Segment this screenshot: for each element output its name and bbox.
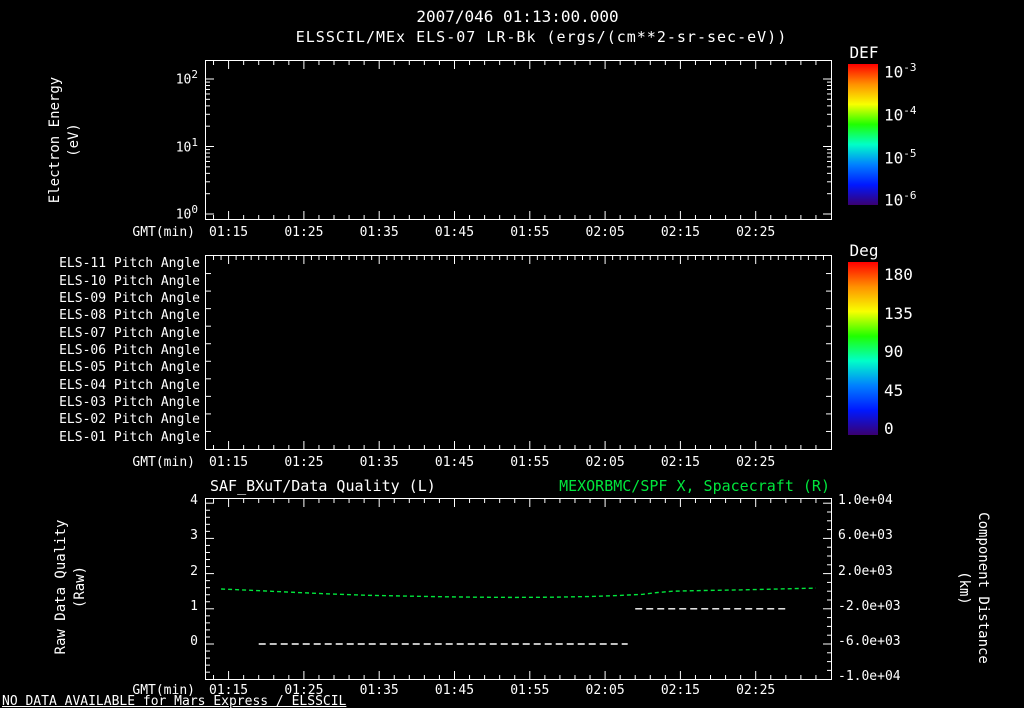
panel1-x-axis-label: GMT(min) (132, 225, 195, 240)
x-tick-label: 01:15 (209, 683, 249, 698)
panel1-y-axis-label-line1: Electron Energy (47, 76, 63, 204)
def-colorbar-tick-label: 10-6 (884, 189, 917, 210)
panel1-plot-canvas (206, 61, 831, 219)
panel3-left-title: SAF_BXuT/Data Quality (L) (210, 477, 436, 495)
deg-colorbar (848, 262, 878, 435)
x-tick-label: 01:25 (284, 683, 324, 698)
quality-tick-label: 1 (190, 598, 198, 614)
def-colorbar (848, 64, 878, 205)
panel3-plot-canvas (206, 499, 831, 679)
panel1-y-axis-label: Electron Energy (eV) (46, 40, 86, 240)
panel1-y-axis-label-line2: (eV) (65, 123, 82, 157)
x-tick-label: 01:15 (209, 455, 249, 470)
x-tick-label: 02:15 (660, 683, 700, 698)
panel3-left-axis-label-line1: Raw Data Quality (53, 519, 69, 655)
x-tick-label: 01:15 (209, 225, 249, 240)
x-tick-label: 01:35 (359, 455, 399, 470)
quality-tick-label: 3 (190, 528, 198, 544)
deg-colorbar-title: Deg (849, 241, 879, 260)
quality-tick-label: 0 (190, 634, 198, 649)
x-tick-label: 02:05 (585, 683, 625, 698)
pitch-angle-panel (205, 255, 832, 450)
x-tick-label: 02:15 (660, 225, 700, 240)
distance-tick-label: -6.0e+03 (838, 634, 901, 649)
x-tick-label: 01:35 (359, 225, 399, 240)
deg-colorbar-tick-label: 45 (884, 380, 904, 400)
panel2-x-axis-label: GMT(min) (132, 455, 195, 470)
def-colorbar-tick-label: 10-4 (884, 103, 917, 125)
panel3-right-axis-label: Component Distance (km) (952, 488, 992, 688)
panel3-right-axis-label-line1: Component Distance (975, 512, 991, 664)
x-tick-label: 02:15 (660, 455, 700, 470)
deg-colorbar-tick-label: 180 (884, 264, 913, 284)
x-tick-label: 01:45 (434, 455, 475, 470)
pitch-row-label: ELS-04 Pitch Angle (59, 377, 200, 393)
spacecraft-x-line (221, 587, 816, 599)
x-tick-label: 02:25 (736, 225, 776, 240)
pitch-row-label: ELS-02 Pitch Angle (59, 412, 200, 428)
no-data-notice: NO DATA AVAILABLE for Mars Express / ELS… (2, 694, 347, 708)
pitch-row-label: ELS-06 Pitch Angle (59, 343, 200, 358)
pitch-row-label: ELS-01 Pitch Angle (59, 429, 200, 445)
deg-colorbar-tick-label: 90 (884, 341, 904, 361)
x-tick-label: 02:05 (585, 455, 625, 470)
distance-tick-label: 6.0e+03 (838, 528, 893, 544)
x-tick-label: 01:45 (434, 225, 475, 240)
panel3-right-title: MEXORBMC/SPF X, Spacecraft (R) (559, 477, 830, 495)
plot-title: ELSSCIL/MEx ELS-07 LR-Bk (ergs/(cm**2-sr… (295, 28, 788, 46)
distance-tick-label: -2.0e+03 (838, 598, 901, 614)
panel2-plot-canvas (206, 256, 831, 449)
panel3-x-axis-label: GMT(min) (132, 683, 195, 698)
energy-tick-label: 101 (175, 135, 198, 155)
pitch-row-label: ELS-08 Pitch Angle (59, 308, 200, 324)
x-tick-label: 02:25 (736, 455, 776, 470)
energy-tick-label: 100 (175, 203, 198, 223)
energy-spectrogram-panel (205, 60, 832, 220)
panel3-left-axis-label: Raw Data Quality (Raw) (52, 487, 92, 687)
pitch-row-label: ELS-10 Pitch Angle (59, 273, 200, 289)
panel3-right-axis-label-line2: (km) (956, 571, 973, 605)
distance-tick-label: 2.0e+03 (838, 563, 893, 579)
pitch-row-label: ELS-11 Pitch Angle (59, 256, 200, 272)
def-colorbar-tick-label: 10-5 (884, 146, 917, 168)
quality-distance-panel (205, 498, 832, 680)
x-tick-label: 01:55 (510, 683, 550, 698)
x-tick-label: 01:55 (510, 225, 550, 240)
x-tick-label: 01:35 (359, 683, 399, 698)
distance-tick-label: -1.0e+04 (838, 669, 901, 685)
energy-tick-label: 102 (175, 68, 198, 88)
def-colorbar-title: DEF (849, 43, 879, 62)
x-tick-label: 01:55 (510, 455, 550, 470)
quality-tick-label: 2 (190, 563, 198, 579)
x-tick-label: 01:25 (284, 455, 324, 470)
panel3-left-axis-label-line2: (Raw) (71, 565, 88, 609)
x-tick-label: 02:05 (585, 225, 625, 240)
distance-tick-label: 1.0e+04 (838, 493, 893, 509)
pitch-row-label: ELS-07 Pitch Angle (59, 325, 200, 341)
pitch-row-label: ELS-05 Pitch Angle (59, 360, 200, 376)
plot-timestamp: 2007/046 01:13:00.000 (416, 7, 619, 26)
pitch-row-label: ELS-03 Pitch Angle (59, 395, 200, 411)
x-tick-label: 01:45 (434, 683, 475, 698)
x-tick-label: 01:25 (284, 225, 324, 240)
deg-colorbar-tick-label: 135 (884, 303, 913, 323)
pitch-row-label: ELS-09 Pitch Angle (59, 290, 200, 306)
deg-colorbar-tick-label: 0 (884, 418, 894, 438)
quality-tick-label: 4 (190, 493, 198, 509)
x-tick-label: 02:25 (736, 683, 776, 698)
def-colorbar-tick-label: 10-3 (884, 60, 917, 82)
